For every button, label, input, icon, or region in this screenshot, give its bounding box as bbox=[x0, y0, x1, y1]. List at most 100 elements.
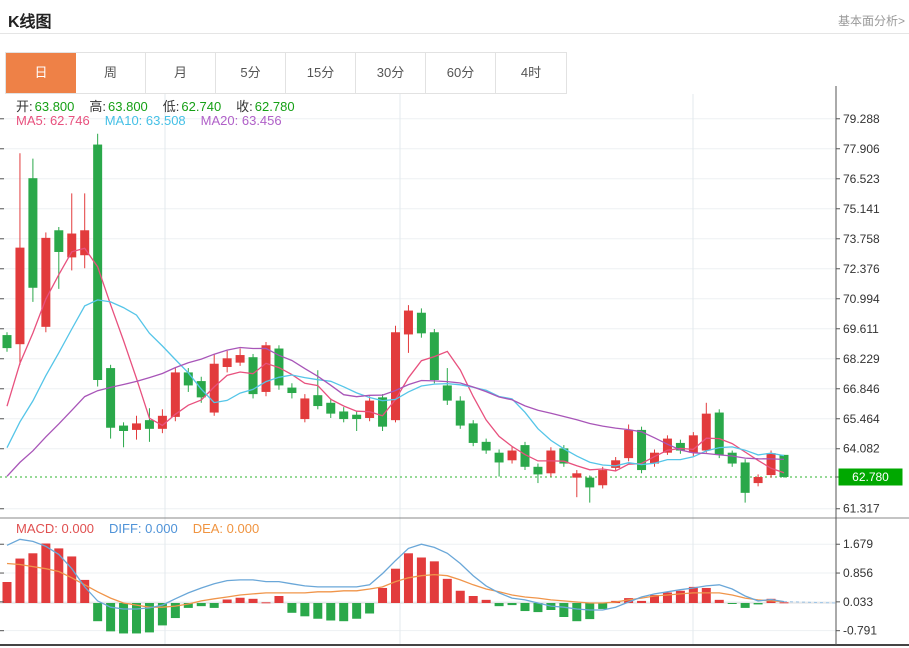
tab-30分[interactable]: 30分 bbox=[356, 53, 426, 93]
macd-bar bbox=[15, 558, 25, 603]
macd-bar bbox=[753, 603, 763, 605]
macd-bar bbox=[119, 603, 129, 634]
fundamental-analysis-link[interactable]: 基本面分析> bbox=[837, 14, 905, 28]
price-tick-label: 64.082 bbox=[843, 442, 880, 456]
candle-body bbox=[507, 450, 517, 461]
macd-bar bbox=[209, 603, 219, 608]
macd-tick-label: 0.033 bbox=[843, 595, 873, 609]
tab-日[interactable]: 日 bbox=[6, 53, 76, 93]
candle-body bbox=[403, 310, 413, 335]
diff-line bbox=[6, 538, 785, 611]
candle-body bbox=[300, 398, 310, 420]
macd-bar bbox=[572, 603, 582, 622]
macd-bar bbox=[274, 596, 284, 603]
candle-body bbox=[766, 453, 776, 476]
macd-bar bbox=[598, 603, 608, 609]
candle-body bbox=[28, 178, 38, 288]
price-tick-label: 79.288 bbox=[843, 112, 880, 126]
diff-projection-line bbox=[783, 601, 837, 604]
macd-bar bbox=[520, 603, 530, 612]
candle-body bbox=[261, 345, 271, 392]
macd-bar bbox=[585, 603, 595, 620]
candle-body bbox=[93, 144, 103, 381]
ohlc-row-item: 开: 63.800 bbox=[16, 99, 75, 114]
candle-body bbox=[313, 395, 323, 407]
macd-bar bbox=[106, 603, 116, 632]
candle-body bbox=[494, 452, 504, 463]
candle-body bbox=[650, 452, 659, 464]
candle-body bbox=[546, 450, 556, 474]
macd-bar bbox=[468, 596, 478, 603]
candle-body bbox=[248, 357, 258, 395]
ma20-line bbox=[6, 346, 785, 477]
tab-60分[interactable]: 60分 bbox=[426, 53, 496, 93]
candle-body bbox=[41, 237, 51, 327]
macd-row-item: DEA: 0.000 bbox=[192, 521, 260, 536]
macd-bar bbox=[80, 579, 90, 603]
macd-bar bbox=[28, 553, 38, 603]
candle-body bbox=[442, 385, 452, 401]
macd-bar bbox=[2, 582, 12, 603]
ohlc-readout: 开: 63.800 高: 63.800 低: 62.740 收: 62.780 bbox=[16, 96, 295, 115]
macd-bar bbox=[222, 599, 232, 603]
macd-bar bbox=[54, 548, 64, 603]
macd-bar bbox=[248, 598, 258, 603]
tab-4时[interactable]: 4时 bbox=[496, 53, 566, 93]
page-title: K线图 bbox=[8, 14, 52, 31]
tab-15分[interactable]: 15分 bbox=[286, 53, 356, 93]
tab-月[interactable]: 月 bbox=[146, 53, 216, 93]
price-tick-label: 66.846 bbox=[843, 382, 880, 396]
macd-bar bbox=[740, 603, 750, 608]
ma-row-item: MA10: 63.508 bbox=[104, 113, 186, 128]
candle-body bbox=[481, 441, 491, 451]
candle-body bbox=[80, 230, 90, 256]
candle-body bbox=[67, 233, 77, 258]
ohlc-row-item: 高: 63.800 bbox=[89, 99, 148, 114]
macd-bar bbox=[507, 603, 517, 606]
macd-bar bbox=[650, 594, 659, 603]
candle-body bbox=[119, 425, 129, 431]
macd-bar bbox=[714, 599, 724, 603]
candle-body bbox=[740, 462, 750, 493]
macd-row-item: DIFF: 0.000 bbox=[109, 521, 178, 536]
candle-body bbox=[170, 372, 180, 417]
current-price-badge bbox=[838, 468, 903, 486]
candle-body bbox=[106, 368, 116, 428]
tab-周[interactable]: 周 bbox=[76, 53, 146, 93]
price-tick-label: 68.229 bbox=[843, 352, 880, 366]
macd-tick-label: -0.791 bbox=[843, 624, 877, 638]
macd-bar bbox=[533, 603, 543, 613]
ma10-line bbox=[6, 299, 785, 467]
macd-bar bbox=[93, 603, 103, 622]
candle-body bbox=[520, 445, 530, 467]
interval-tabbar: 日周月 5分 15分 30分 60分 4时 bbox=[5, 52, 567, 94]
tab-5分[interactable]: 5分 bbox=[216, 53, 286, 93]
macd-bar bbox=[235, 597, 245, 603]
price-tick-label: 77.906 bbox=[843, 142, 880, 156]
macd-bar bbox=[391, 568, 400, 603]
candle-body bbox=[416, 312, 426, 334]
macd-bar bbox=[688, 586, 698, 603]
macd-bar bbox=[675, 590, 685, 603]
ma-readout: MA5: 62.746 MA10: 63.508 MA20: 63.456 bbox=[16, 113, 282, 128]
candle-body bbox=[611, 460, 621, 468]
macd-bar bbox=[183, 603, 193, 608]
candle-body bbox=[714, 412, 724, 455]
candle-body bbox=[391, 332, 400, 421]
macd-bar bbox=[313, 603, 323, 619]
macd-bar bbox=[662, 592, 672, 603]
macd-bar bbox=[261, 602, 271, 604]
macd-tick-label: 0.856 bbox=[843, 566, 873, 580]
candle-body bbox=[132, 423, 141, 430]
price-tick-label: 76.523 bbox=[843, 172, 880, 186]
candle-body bbox=[209, 363, 219, 413]
macd-bar bbox=[416, 557, 426, 603]
price-tick-label: 70.994 bbox=[843, 292, 880, 306]
macd-bar bbox=[727, 603, 737, 604]
macd-bar bbox=[494, 603, 504, 607]
macd-bar bbox=[352, 603, 362, 619]
macd-bar bbox=[67, 556, 77, 603]
candle-body bbox=[15, 247, 25, 345]
candle-body bbox=[637, 429, 647, 471]
